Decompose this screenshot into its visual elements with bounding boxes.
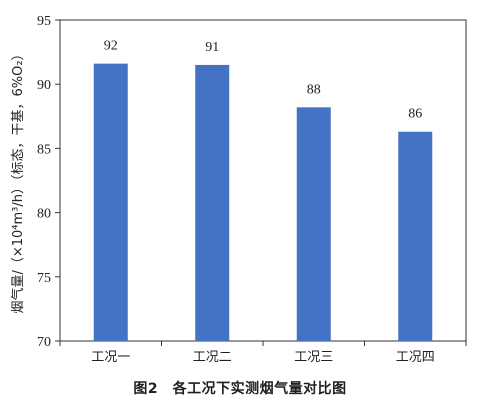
y-tick-label: 70 xyxy=(37,335,51,350)
y-tick-label: 85 xyxy=(37,142,51,157)
x-tick-label: 工况三 xyxy=(294,350,333,365)
bar xyxy=(195,64,230,341)
y-tick-label: 90 xyxy=(37,78,51,93)
x-tick-label: 工况二 xyxy=(193,350,232,365)
bar xyxy=(398,131,433,341)
y-tick-label: 75 xyxy=(37,271,51,286)
bar xyxy=(93,63,128,341)
data-labels: 92 91 88 86 xyxy=(104,39,423,122)
y-tick-label: 80 xyxy=(37,207,51,222)
x-tick-label: 工况一 xyxy=(91,350,130,365)
x-tick-label: 工况四 xyxy=(396,350,435,365)
data-label: 91 xyxy=(205,40,219,55)
bars xyxy=(93,63,433,341)
y-axis-label: 烟气量/（×10⁴m³/h）（标态，干基，6%O₂） xyxy=(10,47,26,313)
data-label: 88 xyxy=(307,82,321,97)
x-axis: 工况一 工况二 工况三 工况四 xyxy=(59,341,467,365)
y-axis: 70 75 80 85 90 95 xyxy=(37,14,60,350)
figure-caption: 图2 各工况下实测烟气量对比图 xyxy=(133,381,347,397)
bar xyxy=(296,107,331,341)
y-tick-label: 95 xyxy=(37,14,51,29)
data-label: 92 xyxy=(104,39,118,54)
data-label: 86 xyxy=(408,107,422,122)
